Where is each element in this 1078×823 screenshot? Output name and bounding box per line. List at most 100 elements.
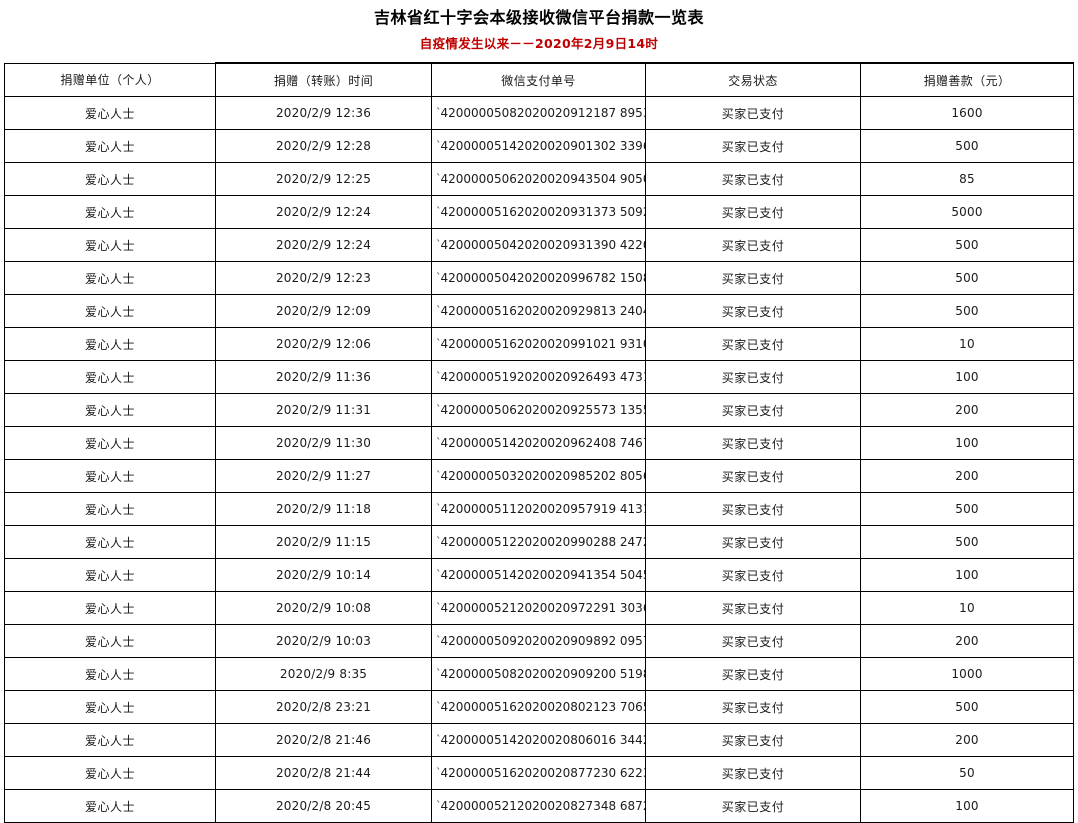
table-row: 爱心人士 2020/2/9 11:30 `420000051420200209624… (4, 426, 1074, 460)
order-number: 42000005212020020827348 68721 (440, 799, 646, 813)
cell-time: 2020/2/9 12:06 (215, 327, 432, 361)
cell-order: `42000005042020020996782 15082 (431, 261, 646, 295)
cell-status: 买家已支付 (645, 129, 861, 163)
donation-table-page: 吉林省红十字会本级接收微信平台捐款一览表 自疫情发生以来－－2020年2月9日1… (4, 8, 1074, 823)
cell-order: `42000005142020020941354 50454 (431, 558, 646, 592)
cell-status: 买家已支付 (645, 756, 861, 790)
donation-table: 捐赠单位（个人） 捐赠（转账）时间 微信支付单号 交易状态 捐赠善款（元） 爱心人士 20… (4, 62, 1074, 823)
order-number: 42000005122020020990288 24727 (440, 535, 646, 549)
cell-order: `42000005092020020909892 09577 (431, 624, 646, 658)
cell-status: 买家已支付 (645, 624, 861, 658)
order-number: 42000005192020020926493 47314 (440, 370, 646, 384)
order-prefix-tick: ` (436, 469, 442, 482)
cell-status: 买家已支付 (645, 657, 861, 691)
cell-amount: 100 (860, 558, 1074, 592)
table-row: 爱心人士 2020/2/9 12:24 `420000051620200209313… (4, 195, 1074, 229)
donation-table-wrapper: 捐赠单位（个人） 捐赠（转账）时间 微信支付单号 交易状态 捐赠善款（元） 爱心人士 20… (4, 62, 1074, 823)
order-prefix-tick: ` (436, 733, 442, 746)
order-number: 42000005162020020991021 93108 (440, 337, 646, 351)
table-row: 爱心人士 2020/2/9 12:25 `420000050620200209435… (4, 162, 1074, 196)
cell-status: 买家已支付 (645, 228, 861, 262)
cell-time: 2020/2/9 11:36 (215, 360, 432, 394)
cell-amount: 500 (860, 129, 1074, 163)
column-header-status: 交易状态 (645, 62, 861, 97)
page-subtitle: 自疫情发生以来－－2020年2月9日14时 (419, 36, 659, 51)
cell-amount: 500 (860, 492, 1074, 526)
cell-amount: 100 (860, 360, 1074, 394)
cell-amount: 85 (860, 162, 1074, 196)
cell-amount: 10 (860, 591, 1074, 625)
table-row: 爱心人士 2020/2/9 11:36 `420000051920200209264… (4, 360, 1074, 394)
table-row: 爱心人士 2020/2/9 12:09 `420000051620200209298… (4, 294, 1074, 328)
order-number: 42000005142020020806016 34420 (440, 733, 646, 747)
cell-time: 2020/2/9 12:25 (215, 162, 432, 196)
cell-time: 2020/2/9 8:35 (215, 657, 432, 691)
cell-status: 买家已支付 (645, 690, 861, 724)
cell-amount: 10 (860, 327, 1074, 361)
column-header-order: 微信支付单号 (431, 62, 646, 97)
cell-status: 买家已支付 (645, 492, 861, 526)
cell-status: 买家已支付 (645, 360, 861, 394)
cell-unit: 爱心人士 (4, 492, 216, 526)
cell-status: 买家已支付 (645, 558, 861, 592)
order-prefix-tick: ` (436, 238, 442, 251)
cell-time: 2020/2/8 21:44 (215, 756, 432, 790)
table-row: 爱心人士 2020/2/8 20:45 `420000052120200208273… (4, 789, 1074, 823)
table-row: 爱心人士 2020/2/9 11:15 `420000051220200209902… (4, 525, 1074, 559)
cell-order: `42000005142020020806016 34420 (431, 723, 646, 757)
cell-status: 买家已支付 (645, 393, 861, 427)
cell-unit: 爱心人士 (4, 723, 216, 757)
order-prefix-tick: ` (436, 403, 442, 416)
cell-order: `42000005162020020802123 70657 (431, 690, 646, 724)
order-prefix-tick: ` (436, 766, 442, 779)
cell-status: 买家已支付 (645, 294, 861, 328)
order-number: 42000005062020020943504 90501 (440, 172, 646, 186)
cell-order: `42000005162020020877230 62239 (431, 756, 646, 790)
cell-amount: 100 (860, 426, 1074, 460)
cell-amount: 100 (860, 789, 1074, 823)
cell-unit: 爱心人士 (4, 624, 216, 658)
cell-time: 2020/2/9 12:28 (215, 129, 432, 163)
cell-time: 2020/2/8 20:45 (215, 789, 432, 823)
order-number: 42000005092020020909892 09577 (440, 634, 646, 648)
order-prefix-tick: ` (436, 106, 442, 119)
table-row: 爱心人士 2020/2/9 10:08 `420000052120200209722… (4, 591, 1074, 625)
cell-time: 2020/2/9 11:18 (215, 492, 432, 526)
cell-status: 买家已支付 (645, 459, 861, 493)
order-prefix-tick: ` (436, 304, 442, 317)
order-number: 42000005142020020941354 50454 (440, 568, 646, 582)
cell-time: 2020/2/9 12:09 (215, 294, 432, 328)
order-number: 42000005162020020931373 50928 (440, 205, 646, 219)
order-number: 42000005032020020985202 80569 (440, 469, 646, 483)
order-prefix-tick: ` (436, 700, 442, 713)
cell-amount: 200 (860, 393, 1074, 427)
order-prefix-tick: ` (436, 271, 442, 284)
cell-time: 2020/2/9 12:36 (215, 96, 432, 130)
cell-unit: 爱心人士 (4, 558, 216, 592)
cell-amount: 500 (860, 690, 1074, 724)
cell-unit: 爱心人士 (4, 393, 216, 427)
cell-status: 买家已支付 (645, 426, 861, 460)
cell-amount: 50 (860, 756, 1074, 790)
order-number: 42000005142020020962408 74675 (440, 436, 646, 450)
order-prefix-tick: ` (436, 370, 442, 383)
order-prefix-tick: ` (436, 601, 442, 614)
order-prefix-tick: ` (436, 667, 442, 680)
cell-unit: 爱心人士 (4, 657, 216, 691)
cell-order: `42000005162020020991021 93108 (431, 327, 646, 361)
cell-amount: 5000 (860, 195, 1074, 229)
cell-order: `42000005212020020972291 30369 (431, 591, 646, 625)
cell-status: 买家已支付 (645, 789, 861, 823)
cell-time: 2020/2/9 11:31 (215, 393, 432, 427)
cell-unit: 爱心人士 (4, 228, 216, 262)
cell-status: 买家已支付 (645, 162, 861, 196)
cell-time: 2020/2/9 11:15 (215, 525, 432, 559)
cell-unit: 爱心人士 (4, 756, 216, 790)
order-number: 42000005042020020931390 42204 (440, 238, 646, 252)
page-title: 吉林省红十字会本级接收微信平台捐款一览表 (373, 8, 704, 27)
cell-order: `42000005162020020931373 50928 (431, 195, 646, 229)
cell-unit: 爱心人士 (4, 162, 216, 196)
table-row: 爱心人士 2020/2/8 21:44 `420000051620200208772… (4, 756, 1074, 790)
table-row: 爱心人士 2020/2/9 12:23 `420000050420200209967… (4, 261, 1074, 295)
cell-amount: 500 (860, 294, 1074, 328)
